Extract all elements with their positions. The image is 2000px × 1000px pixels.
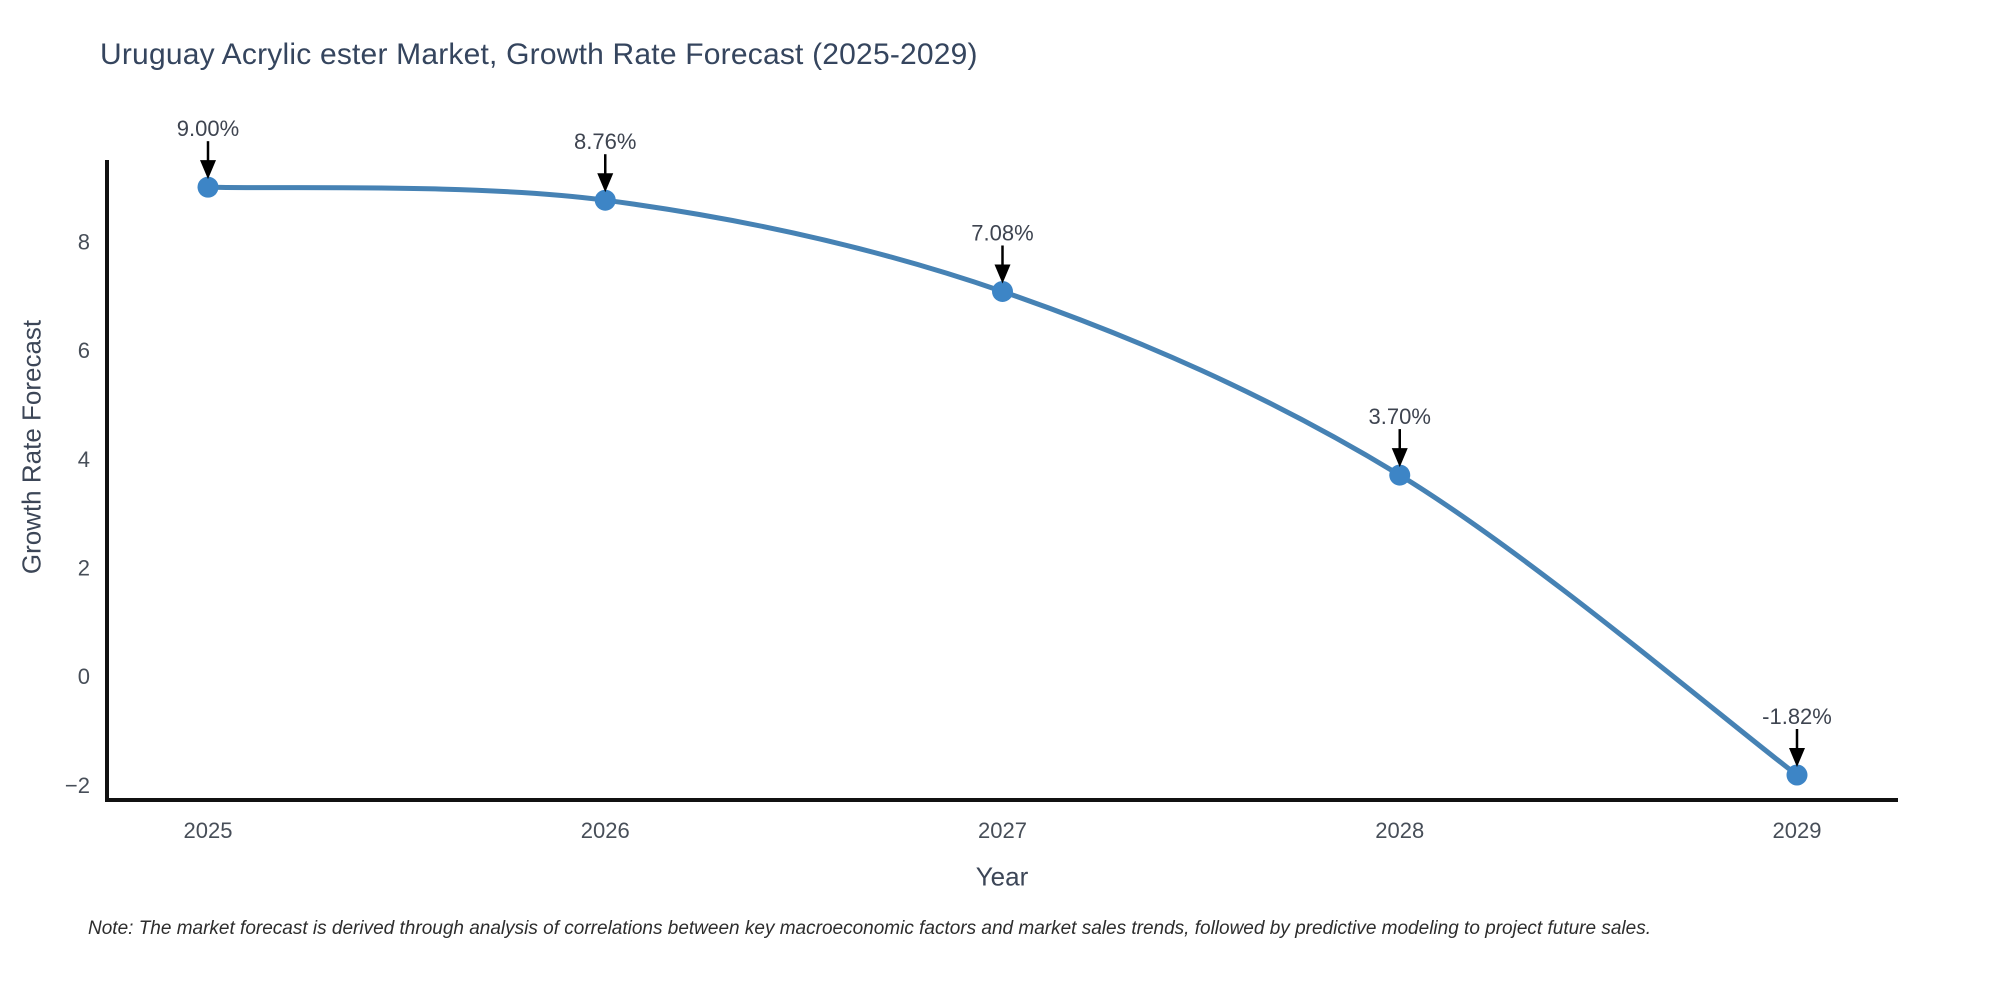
data-point-label: 3.70% [1369, 404, 1431, 429]
y-tick-label: 0 [78, 664, 90, 689]
annotation-arrow-head [1789, 748, 1805, 768]
data-point-label: 7.08% [971, 220, 1033, 245]
chart-title: Uruguay Acrylic ester Market, Growth Rat… [100, 38, 978, 71]
data-point-label: -1.82% [1762, 704, 1832, 729]
x-tick-label: 2028 [1375, 818, 1424, 843]
y-tick-label: 4 [78, 447, 90, 472]
data-point-label: 9.00% [177, 116, 239, 141]
x-tick-label: 2026 [581, 818, 630, 843]
annotation-arrow-head [994, 264, 1011, 284]
annotation-arrow-head [597, 173, 614, 193]
data-point [992, 280, 1013, 302]
x-tick-label: 2027 [978, 818, 1027, 843]
data-point [594, 189, 616, 211]
annotation-arrow-head [1391, 448, 1408, 468]
footnote: Note: The market forecast is derived thr… [88, 918, 1651, 939]
data-point [197, 176, 219, 198]
data-point [1786, 764, 1808, 786]
y-tick-label: 2 [78, 555, 90, 580]
x-axis-title: Year [975, 861, 1029, 892]
y-tick-label: 8 [78, 229, 90, 254]
data-point [1389, 464, 1411, 486]
annotation-arrow-head [200, 160, 216, 180]
x-tick-label: 2029 [1773, 818, 1822, 843]
y-tick-label: 6 [78, 338, 90, 363]
x-tick-label: 2025 [184, 818, 233, 843]
y-tick-label: −2 [65, 773, 90, 798]
data-point-label: 8.76% [574, 129, 636, 154]
